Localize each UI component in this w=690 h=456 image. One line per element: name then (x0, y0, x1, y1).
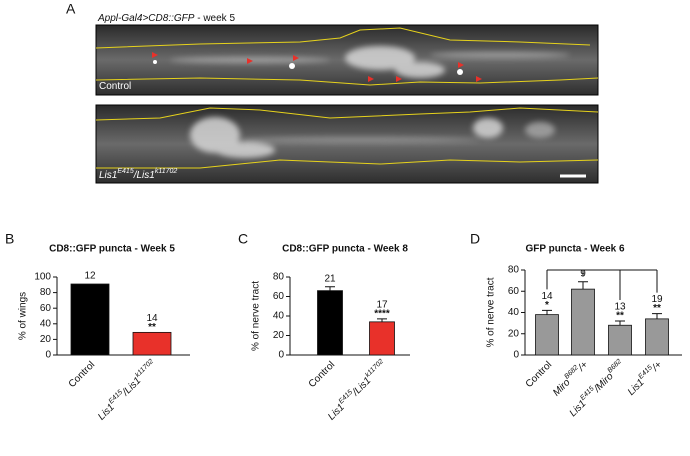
y-tick-label: 0 (513, 350, 519, 361)
significance: ** (148, 322, 156, 333)
bar (317, 290, 343, 356)
text-run: Control (66, 359, 97, 390)
y-tick-label: 60 (273, 291, 285, 302)
y-axis-label: % of wings (18, 292, 29, 340)
x-tick-label: Lis1E415/Lis1k11702 (95, 358, 159, 422)
text-run: Lis1 (99, 170, 117, 181)
x-tick-label: Lis1E415/+ (625, 358, 664, 397)
n-label: 12 (84, 271, 96, 282)
text-run: /Lis1 (133, 170, 155, 181)
superscript: B682 (607, 358, 624, 375)
panel-letter: D (470, 231, 480, 247)
significance: ** (616, 311, 624, 322)
bar (369, 321, 395, 356)
y-axis-label: % of nerve tract (251, 281, 262, 351)
bar (535, 314, 559, 356)
image-caption: Appl-Gal4>CD8::GFP - week 5 (97, 13, 235, 24)
x-tick-label: Control (66, 359, 97, 390)
y-tick-label: 0 (45, 350, 51, 361)
y-tick-label: 40 (508, 307, 520, 318)
bar (645, 318, 669, 356)
panel-letter: B (5, 231, 14, 247)
y-tick-label: 40 (40, 318, 52, 329)
y-tick-label: 0 (278, 350, 284, 361)
text-run: Control (523, 359, 554, 390)
image-label: Control (99, 81, 131, 92)
superscript: k11702 (364, 358, 385, 379)
chart-title: GFP puncta - Week 6 (525, 244, 625, 255)
text-run: Control (306, 359, 337, 390)
n-label: 21 (324, 273, 336, 284)
bar (132, 331, 172, 356)
error-bar (615, 320, 625, 326)
panel-letter: A (66, 1, 76, 17)
superscript: k11702 (134, 358, 155, 379)
bar (70, 283, 110, 356)
y-tick-label: 80 (508, 265, 520, 276)
significance: ** (653, 303, 661, 314)
x-tick-label: Control (306, 359, 337, 390)
y-tick-label: 60 (508, 286, 520, 297)
chart-title: CD8::GFP puncta - Week 8 (282, 244, 408, 255)
error-bar (652, 313, 662, 319)
micrograph (95, 24, 599, 96)
n-label: 17 (376, 300, 388, 311)
superscript: k11702 (155, 168, 178, 175)
x-tick-label: Control (523, 359, 554, 390)
y-tick-label: 20 (273, 330, 285, 341)
y-tick-label: 100 (34, 272, 51, 283)
chart-title: CD8::GFP puncta - Week 5 (49, 244, 175, 255)
superscript: E415 (117, 168, 133, 175)
y-axis-label: % of nerve tract (486, 277, 497, 347)
significance: **** (374, 309, 390, 320)
text-run: Control (99, 81, 131, 92)
y-tick-label: 20 (40, 334, 52, 345)
bar (571, 288, 595, 356)
y-tick-label: 60 (40, 303, 52, 314)
n-label: 14 (541, 291, 553, 302)
bar (608, 324, 632, 356)
y-tick-label: 20 (508, 328, 520, 339)
text-run: Appl-Gal4>CD8::GFP (97, 13, 195, 24)
micrograph (95, 104, 599, 184)
n-label: 14 (146, 313, 158, 324)
y-tick-label: 40 (273, 311, 285, 322)
y-tick-label: 80 (40, 287, 52, 298)
n-label: 19 (651, 294, 663, 305)
significance: * (545, 300, 549, 311)
y-tick-label: 80 (273, 272, 285, 283)
image-label: Lis1E415/Lis1k11702 (99, 168, 177, 180)
error-bar (578, 281, 588, 290)
error-bar (542, 309, 552, 315)
error-bar (325, 286, 335, 291)
n-label: 13 (614, 302, 626, 313)
error-bar (377, 318, 387, 322)
text-run: - week 5 (194, 13, 235, 24)
panel-letter: C (238, 231, 248, 247)
